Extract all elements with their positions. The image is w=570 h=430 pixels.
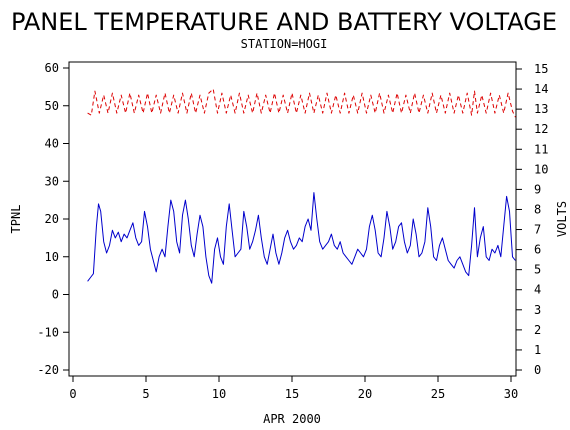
y-right-tick-label: 0 [534,363,541,377]
y-right-tick-label: 7 [534,223,541,237]
y-right-tick-label: 4 [534,283,541,297]
x-tick-label: 30 [504,387,518,401]
series-line-temperature [87,192,516,284]
y-left-tick-label: 40 [45,137,59,151]
chart-title: PANEL TEMPERATURE AND BATTERY VOLTAGE [11,8,557,36]
y-left-tick-label: 10 [45,250,59,264]
x-tick-label: 0 [69,387,76,401]
y-right-tick-label: 9 [534,182,541,196]
plot-frame [68,61,517,377]
y-right-tick-label: 6 [534,243,541,257]
x-axis-ticks: 0 5 10 15 20 25 30 [69,376,518,401]
y-right-tick-label: 15 [534,62,548,76]
y-right-tick-label: 1 [534,343,541,357]
y-right-tick-label: 8 [534,202,541,216]
y-left-axis-ticks: -20 -10 0 10 20 30 40 50 60 [37,61,69,377]
series-layer [87,88,516,284]
y-left-tick-label: 0 [52,288,59,302]
y-right-tick-label: 2 [534,323,541,337]
y-right-tick-label: 12 [534,122,548,136]
y-left-tick-label: 50 [45,99,59,113]
y-left-tick-label: 20 [45,212,59,226]
y-right-tick-label: 5 [534,263,541,277]
x-tick-label: 15 [285,387,299,401]
y-right-tick-label: 11 [534,142,548,156]
x-tick-label: 20 [358,387,372,401]
series-line-voltage [87,88,516,118]
y-right-axis-label: VOLTS [555,201,569,237]
y-left-tick-label: -20 [37,363,59,377]
x-axis-label: APR 2000 [263,412,321,426]
y-left-tick-label: 60 [45,61,59,75]
y-right-tick-label: 14 [534,82,548,96]
x-tick-label: 10 [212,387,226,401]
y-left-tick-label: -10 [37,325,59,339]
y-right-tick-label: 3 [534,303,541,317]
y-right-tick-label: 13 [534,102,548,116]
chart-subtitle: STATION=HOGI [241,37,328,51]
x-tick-label: 25 [431,387,445,401]
y-left-axis-label: TPNL [9,205,23,234]
y-right-tick-label: 10 [534,162,548,176]
x-tick-label: 5 [142,387,149,401]
y-left-tick-label: 30 [45,174,59,188]
